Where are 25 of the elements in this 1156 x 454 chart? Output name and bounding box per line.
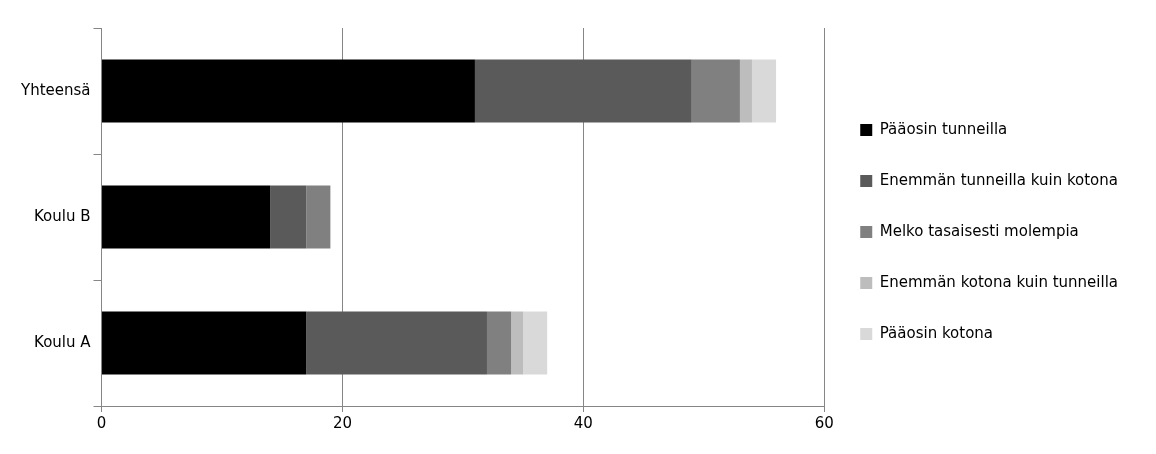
x-tick-label: 40	[573, 413, 593, 432]
y-tick-label: Koulu A	[34, 332, 92, 351]
bar	[306, 311, 487, 375]
bar	[511, 311, 524, 375]
bar	[306, 185, 331, 249]
bar	[691, 59, 740, 123]
bar	[102, 185, 271, 249]
bar	[474, 59, 692, 123]
legend-label: Enemmän kotona kuin tunneilla	[879, 272, 1119, 291]
legend-label: Pääosin kotona	[879, 323, 994, 342]
x-tick-label: 60	[814, 413, 834, 432]
bar	[751, 59, 777, 123]
bar	[270, 185, 307, 249]
bar	[102, 311, 307, 375]
x-tick-label: 20	[332, 413, 352, 432]
legend-label: Pääosin tunneilla	[879, 119, 1008, 138]
y-tick-label: Yhteensä	[19, 80, 91, 99]
legend-label: Melko tasaisesti molempia	[879, 221, 1079, 240]
legend-label: Enemmän tunneilla kuin kotona	[879, 170, 1119, 189]
bar	[102, 59, 475, 123]
bar	[486, 311, 512, 375]
bar	[739, 59, 752, 123]
bar	[523, 311, 548, 375]
x-tick-label: 0	[96, 413, 107, 432]
y-tick-label: Koulu B	[34, 206, 91, 225]
